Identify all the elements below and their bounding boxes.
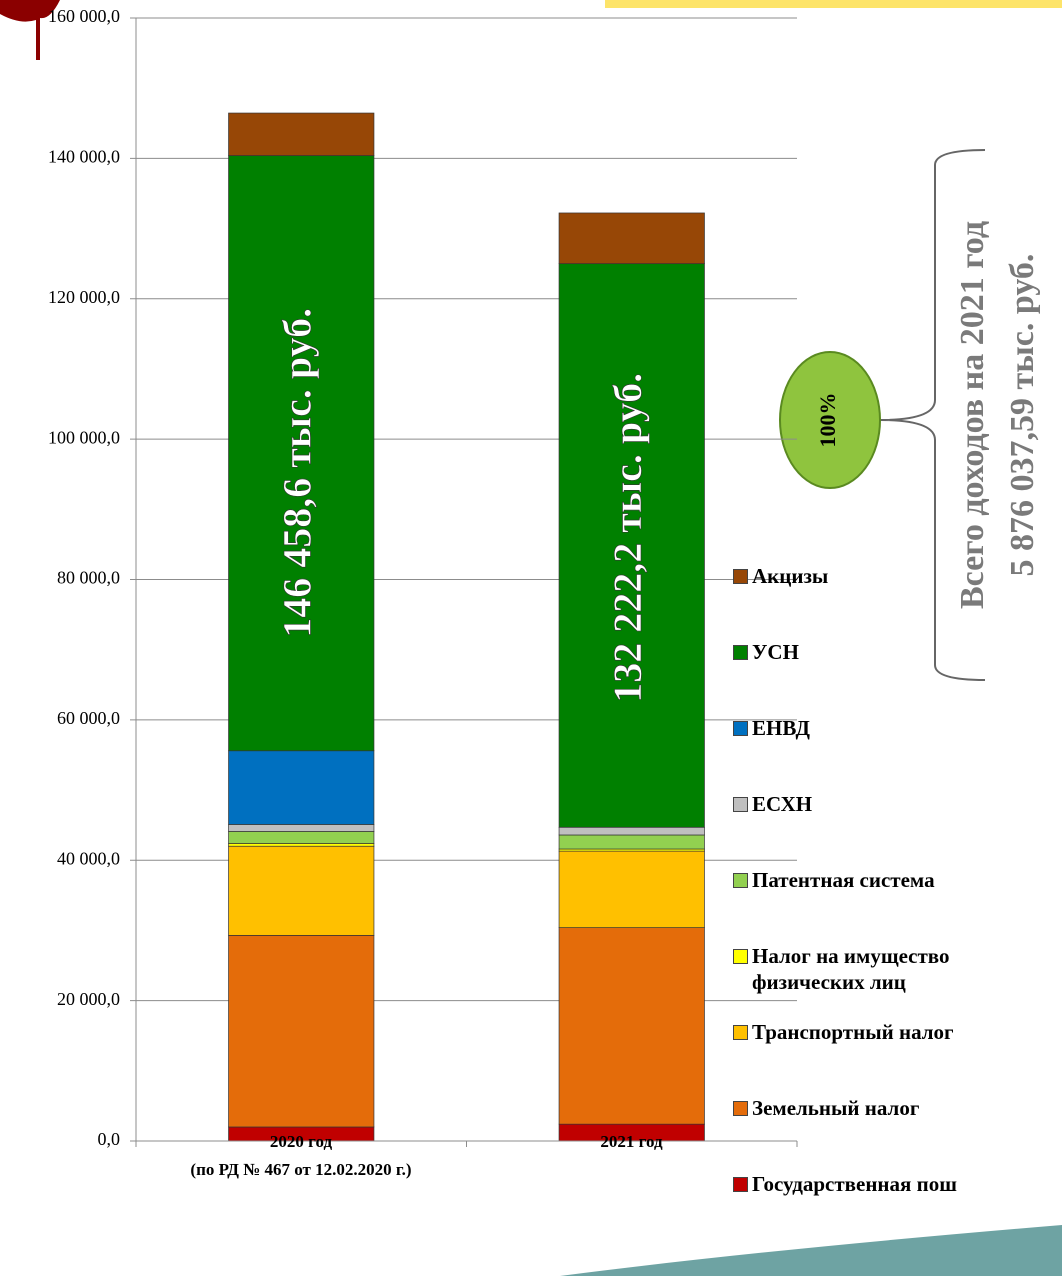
legend-item: Государственная пош [733,1171,1053,1197]
legend-label: ЕНВД [752,716,810,740]
bar-segment [228,824,375,832]
decor-logo [0,0,60,60]
y-tick-label: 60 000,0 [57,708,120,728]
bar-segment [558,850,705,928]
bar-segment [558,212,705,265]
total-label: 146 458,6 тыс. руб. [274,308,319,638]
y-tick-label: 20 000,0 [57,989,120,1009]
legend-label: Государственная пош [752,1172,957,1196]
legend-item: Налог на имущество физических лиц [733,943,1053,995]
badge-label: 100% [815,393,840,448]
bar-segment [558,826,705,836]
legend-item: Акцизы [733,563,1053,589]
badge [779,351,881,489]
legend-label: Земельный налог [752,1096,920,1120]
legend-item: ЕНВД [733,715,1053,741]
bar-segment [558,263,705,828]
legend-label: Акцизы [752,564,829,588]
decor-stripe [560,1225,1062,1276]
legend-swatch [733,873,748,888]
bar-segment [558,927,705,1125]
legend-label: УСН [752,640,799,664]
y-tick-label: 80 000,0 [57,568,120,588]
y-tick-label: 160 000,0 [48,6,120,26]
bar-segment [228,845,375,936]
legend-label: Патентная система [752,868,935,892]
bar-segment [228,831,375,844]
annotation: 5 876 037,59 тыс. руб. [1004,254,1041,577]
bar-segment [228,155,375,752]
legend-swatch [733,797,748,812]
legend-item: УСН [733,639,1053,665]
legend-item: ЕСХН [733,791,1053,817]
bar-segment [228,750,375,825]
legend-item: Патентная система [733,867,1053,893]
bar-segment [228,112,375,156]
y-tick-label: 100 000,0 [48,427,120,447]
legend-swatch [733,1177,748,1192]
legend-swatch [733,1025,748,1040]
y-tick-label: 40 000,0 [57,848,120,868]
bar-segment [228,935,375,1128]
annotation: Всего доходов на 2021 год [954,221,991,609]
legend-swatch [733,569,748,584]
legend-label: ЕСХН [752,792,813,816]
y-tick-label: 140 000,0 [48,147,120,167]
legend-label: Транспортный налог [752,1020,954,1044]
bar-segment [558,834,705,850]
legend-swatch [733,721,748,736]
legend-label: Налог на имущество физических лиц [752,944,950,994]
y-tick-label: 0,0 [98,1129,121,1149]
bar-segment [228,843,375,847]
x-tick-label: 2020 год (по РД № 467 от 12.02.2020 г.) [190,1132,412,1179]
y-tick-label: 120 000,0 [48,287,120,307]
x-tick-label: 2021 год [600,1132,663,1151]
total-label: 132 222,2 тыс. руб. [605,373,650,703]
legend-swatch [733,1101,748,1116]
decor-bar [605,0,1062,8]
legend-item: Транспортный налог [733,1019,1053,1045]
legend-swatch [733,645,748,660]
legend-item: Земельный налог [733,1095,1053,1121]
legend-swatch [733,949,748,964]
